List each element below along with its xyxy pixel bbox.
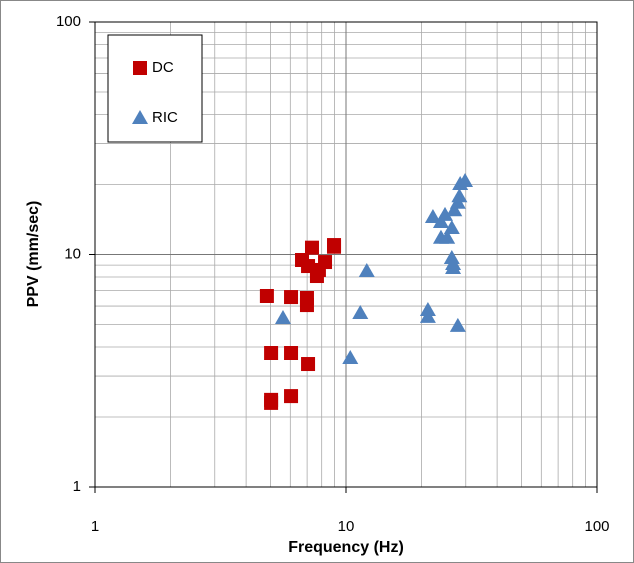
point [352, 305, 369, 320]
x-tick-label: 1 [91, 518, 99, 535]
y-axis-title: PPV (mm/sec) [25, 201, 42, 308]
point [318, 255, 333, 270]
point [439, 229, 456, 244]
point [327, 239, 342, 254]
point [457, 173, 474, 188]
point [284, 346, 299, 361]
legend-marker [133, 61, 147, 75]
point [443, 249, 460, 264]
point [284, 290, 299, 305]
x-tick-label: 10 [338, 518, 355, 535]
point [437, 206, 454, 221]
legend-marker [132, 110, 148, 124]
point [259, 288, 274, 303]
point [304, 240, 319, 255]
point [451, 188, 468, 203]
point [419, 308, 436, 323]
x-tick-label: 100 [584, 518, 609, 535]
point [424, 208, 441, 223]
point [445, 259, 462, 274]
point [274, 310, 291, 325]
point [446, 202, 463, 217]
point [264, 346, 279, 361]
y-tick-label: 10 [64, 245, 81, 262]
y-tick-label: 100 [56, 13, 81, 30]
plot-frame [94, 21, 598, 488]
point [443, 220, 460, 235]
legend-box [107, 34, 203, 143]
point [284, 389, 299, 404]
point [342, 349, 359, 364]
point [301, 357, 316, 372]
point [264, 395, 279, 410]
point [299, 298, 314, 313]
point [449, 317, 466, 332]
y-tick-label: 1 [73, 478, 81, 495]
point [358, 263, 375, 278]
x-axis-title: Frequency (Hz) [288, 539, 404, 556]
legend-label: DC [152, 59, 174, 76]
legend-label: RIC [152, 109, 178, 126]
point [432, 213, 449, 228]
